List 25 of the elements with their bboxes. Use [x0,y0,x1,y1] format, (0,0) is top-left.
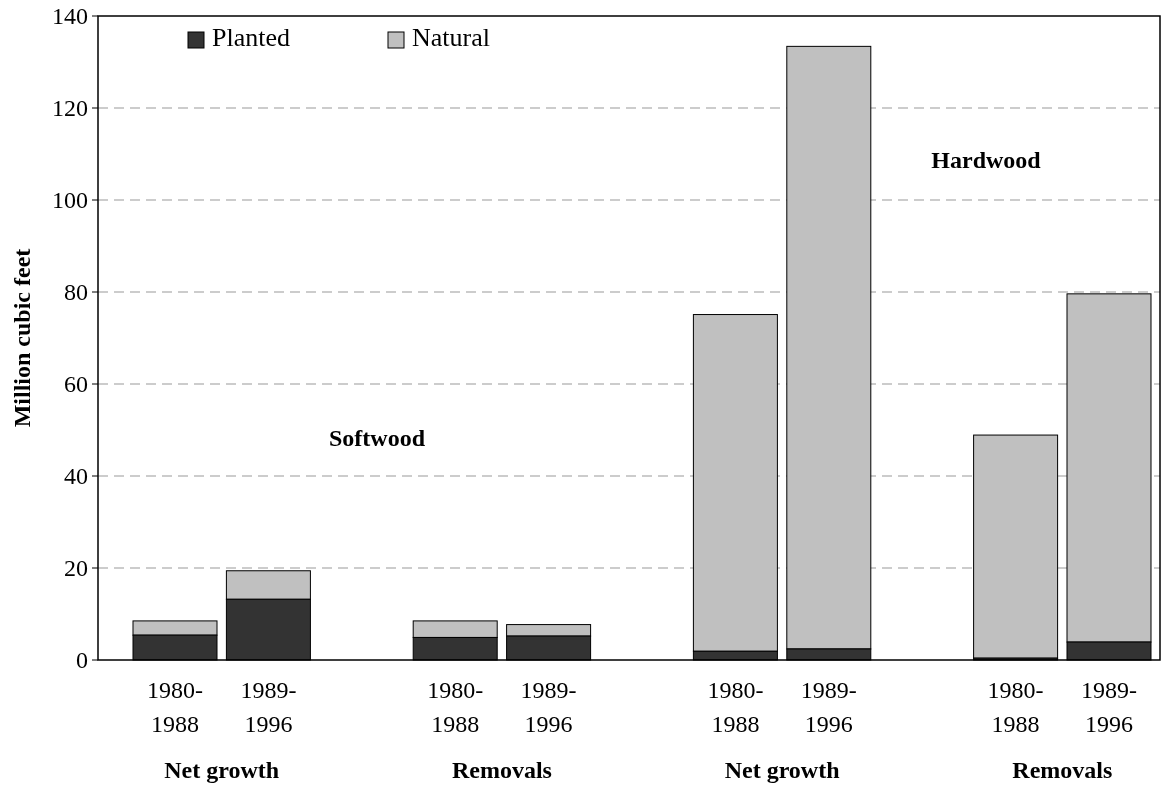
text: Removals [1012,757,1113,783]
x-tick-label: 1980-1988 [147,677,203,737]
text: Net growth [164,757,280,783]
y-tick-label: 100 [52,187,88,214]
legend-label: Planted [212,23,290,52]
annotation: Softwood [328,425,426,451]
x-tick-label: 1980-1988 [987,677,1044,737]
x-tick-label: 1989-1996 [240,677,297,737]
y-tick-label: 80 [64,279,88,306]
text: Net growth [724,757,840,783]
text: Removals [451,757,552,783]
y-axis-title: Million cubic feet [9,248,35,428]
x-tick-label: 1989-1996 [520,677,577,737]
y-tick-label: 40 [64,463,88,490]
y-tick-label: 0 [76,647,88,674]
annotation: Hardwood [931,147,1042,173]
legend-label: Natural [412,23,490,52]
x-tick-label: 1980-1988 [707,677,764,737]
x-tick-label: 1989-1996 [800,677,857,737]
y-tick-label: 60 [64,371,88,398]
x-tick-label: 1989-1996 [1081,677,1137,737]
y-tick-label: 140 [52,3,88,30]
x-tick-label: 1980-1988 [427,677,484,737]
y-tick-label: 120 [52,95,88,122]
y-tick-label: 20 [64,555,88,582]
